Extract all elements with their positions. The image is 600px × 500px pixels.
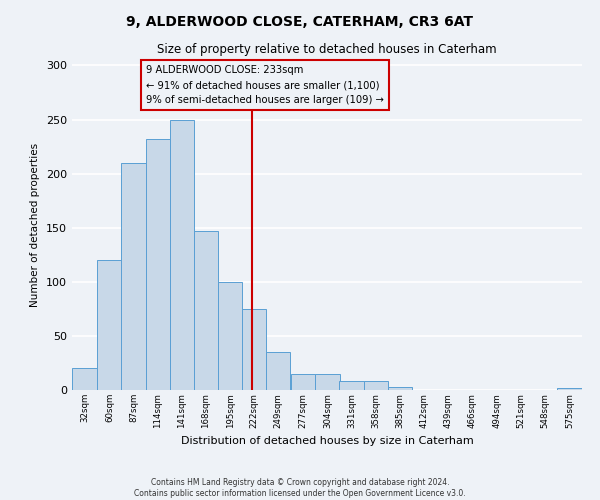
Y-axis label: Number of detached properties: Number of detached properties <box>31 143 40 307</box>
Title: Size of property relative to detached houses in Caterham: Size of property relative to detached ho… <box>157 43 497 56</box>
Text: 9, ALDERWOOD CLOSE, CATERHAM, CR3 6AT: 9, ALDERWOOD CLOSE, CATERHAM, CR3 6AT <box>127 15 473 29</box>
Text: Contains HM Land Registry data © Crown copyright and database right 2024.
Contai: Contains HM Land Registry data © Crown c… <box>134 478 466 498</box>
Bar <box>316 374 340 390</box>
Bar <box>291 374 316 390</box>
Bar <box>146 139 170 390</box>
Bar <box>557 388 581 390</box>
Bar <box>340 382 364 390</box>
Bar <box>364 382 388 390</box>
Bar <box>388 387 412 390</box>
Bar <box>266 352 290 390</box>
Bar <box>121 163 146 390</box>
Bar <box>170 120 194 390</box>
Text: 9 ALDERWOOD CLOSE: 233sqm
← 91% of detached houses are smaller (1,100)
9% of sem: 9 ALDERWOOD CLOSE: 233sqm ← 91% of detac… <box>146 66 384 105</box>
Bar <box>73 368 97 390</box>
Bar <box>218 282 242 390</box>
Bar <box>242 309 266 390</box>
X-axis label: Distribution of detached houses by size in Caterham: Distribution of detached houses by size … <box>181 436 473 446</box>
Bar <box>194 231 218 390</box>
Bar <box>97 260 122 390</box>
